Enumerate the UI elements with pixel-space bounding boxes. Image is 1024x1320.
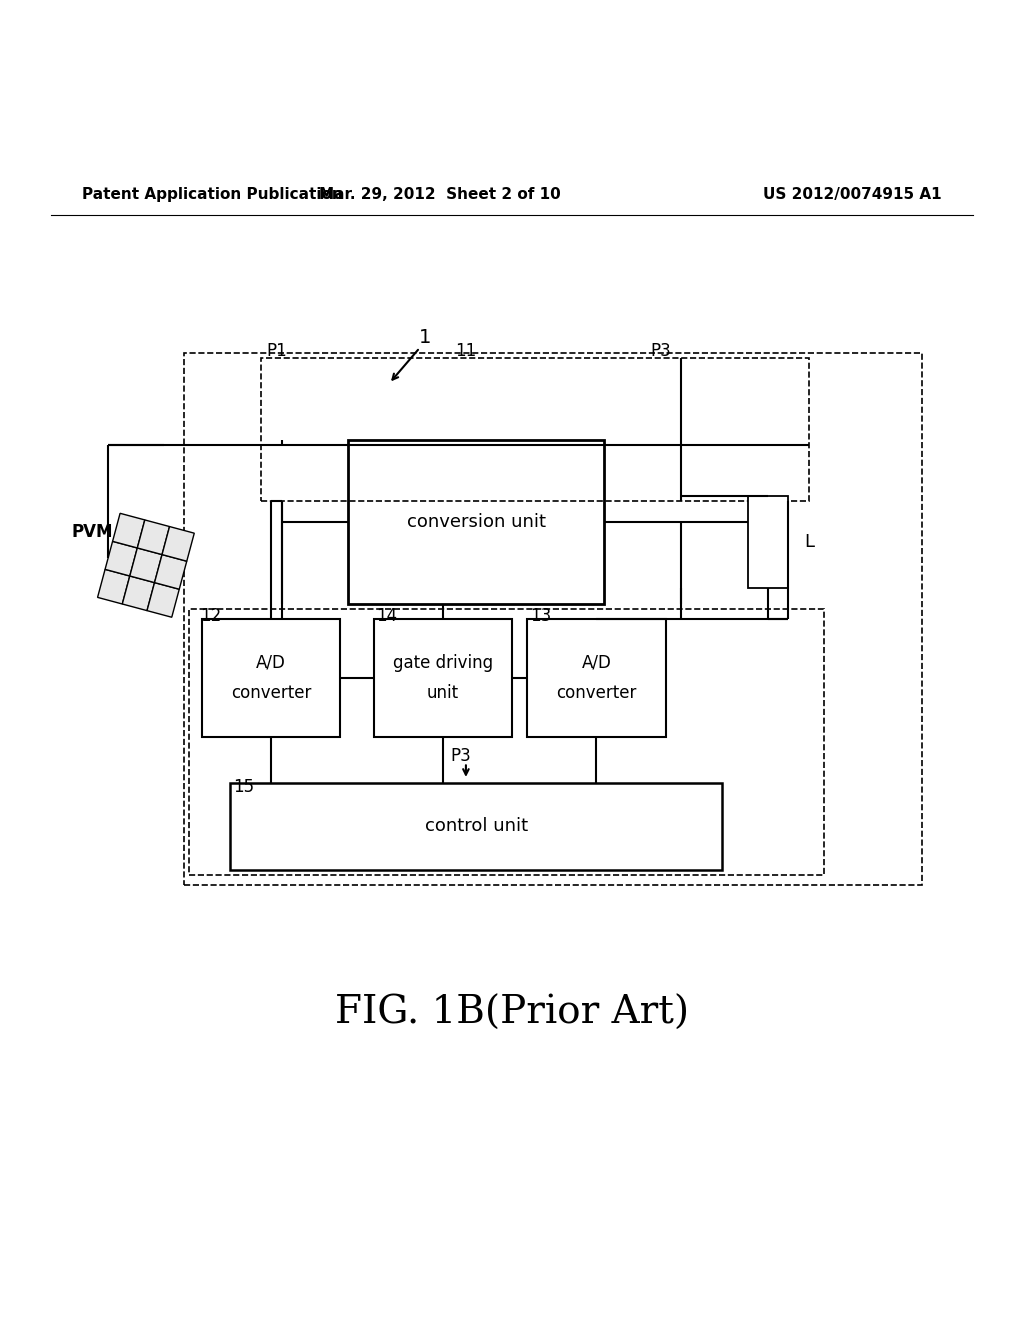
FancyBboxPatch shape <box>202 619 340 737</box>
Text: converter: converter <box>556 684 637 702</box>
Text: 1: 1 <box>419 327 431 347</box>
Bar <box>162 527 195 561</box>
Text: conversion unit: conversion unit <box>407 512 546 531</box>
Text: PVM: PVM <box>72 523 113 541</box>
Text: 11: 11 <box>456 342 476 360</box>
Text: converter: converter <box>230 684 311 702</box>
Text: 15: 15 <box>233 777 255 796</box>
Text: L: L <box>804 533 814 552</box>
Bar <box>155 554 186 589</box>
Text: P1: P1 <box>266 342 287 360</box>
FancyBboxPatch shape <box>527 619 666 737</box>
Bar <box>137 520 170 554</box>
Text: P3: P3 <box>451 747 471 766</box>
FancyBboxPatch shape <box>374 619 512 737</box>
Bar <box>122 576 155 611</box>
Bar <box>97 569 130 605</box>
Text: 12: 12 <box>200 607 221 624</box>
FancyBboxPatch shape <box>748 496 788 589</box>
FancyBboxPatch shape <box>230 783 722 870</box>
FancyBboxPatch shape <box>348 440 604 603</box>
Text: P3: P3 <box>650 342 671 360</box>
Text: FIG. 1B(Prior Art): FIG. 1B(Prior Art) <box>335 995 689 1032</box>
Text: unit: unit <box>427 684 459 702</box>
Bar <box>105 541 137 576</box>
Text: Patent Application Publication: Patent Application Publication <box>82 186 343 202</box>
Text: gate driving: gate driving <box>393 653 493 672</box>
Text: A/D: A/D <box>256 653 286 672</box>
Text: A/D: A/D <box>582 653 611 672</box>
Text: control unit: control unit <box>425 817 527 836</box>
Text: 13: 13 <box>530 607 552 624</box>
Text: 14: 14 <box>376 607 397 624</box>
Bar <box>147 582 179 618</box>
Bar <box>113 513 144 548</box>
Text: Mar. 29, 2012  Sheet 2 of 10: Mar. 29, 2012 Sheet 2 of 10 <box>319 186 561 202</box>
Text: US 2012/0074915 A1: US 2012/0074915 A1 <box>764 186 942 202</box>
Bar <box>130 548 162 582</box>
